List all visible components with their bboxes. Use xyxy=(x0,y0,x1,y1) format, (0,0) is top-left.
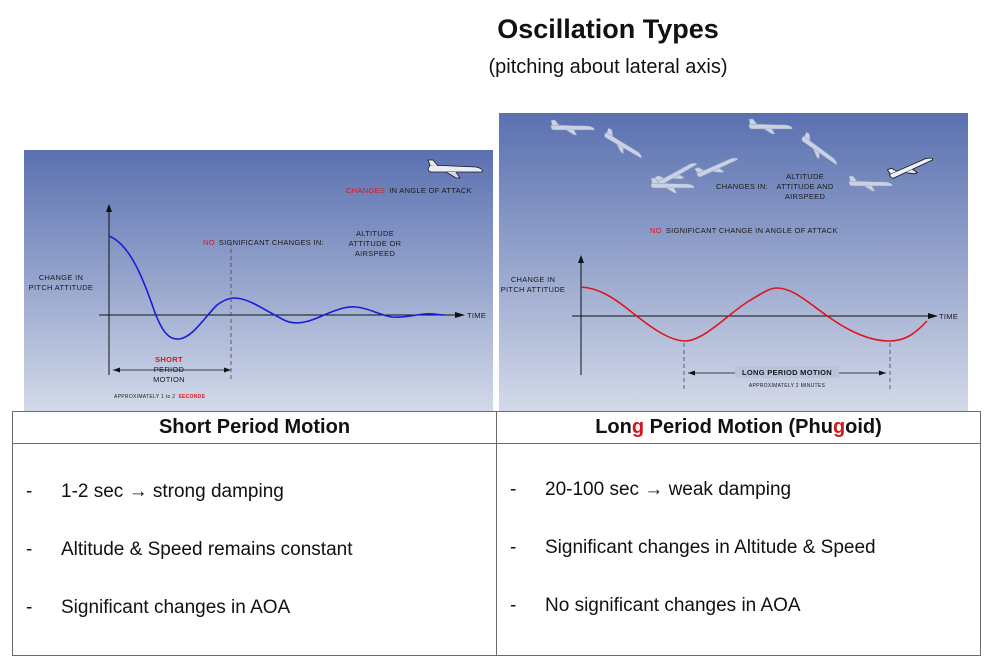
no-change-note: NO SIGNIFICANT CHANGES IN: xyxy=(203,238,324,247)
list-item: - Significant changes in Altitude & Speed xyxy=(510,537,876,558)
short-period-curve xyxy=(108,235,445,340)
motion-label: SHORT xyxy=(155,355,183,364)
comparison-table: Short Period Motion Long Period Motion (… xyxy=(12,411,981,656)
long-period-curve xyxy=(580,286,928,342)
page-subtitle: (pitching about lateral axis) xyxy=(488,56,728,78)
duration-note: APPROXIMATELY 2 MINUTES xyxy=(749,383,826,389)
list-item: - Altitude & Speed remains constant xyxy=(26,539,353,560)
y-axis-arrow xyxy=(106,204,112,212)
long-period-heading: Long Period Motion (Phugoid) xyxy=(496,411,981,444)
short-period-cell: -1-2 sec → strong damping - Altitude & Sp… xyxy=(12,443,497,656)
y-axis-label: CHANGE IN xyxy=(511,275,555,284)
changes-item: ATTITUDE AND xyxy=(776,182,833,191)
list-item: -20-100 sec → weak damping xyxy=(510,479,792,500)
motion-label: MOTION xyxy=(153,375,185,384)
no-change-item: AIRSPEED xyxy=(355,249,396,258)
motion-label: LONG PERIOD MOTION xyxy=(742,368,832,377)
arrow-head xyxy=(879,370,886,376)
y-axis-label: CHANGE IN xyxy=(39,273,83,282)
list-item: - Significant changes in AOA xyxy=(26,597,291,618)
motion-label: PERIOD xyxy=(154,365,185,374)
arrow-head xyxy=(688,370,695,376)
short-period-list: -1-2 sec → strong damping - Altitude & Sp… xyxy=(13,444,496,655)
panel-background xyxy=(24,150,493,412)
long-period-svg: CHANGES IN: ALTITUDE ATTITUDE AND AIRSPE… xyxy=(499,113,968,412)
changes-item: ALTITUDE xyxy=(786,172,824,181)
no-change-item: ATTITUDE OR xyxy=(349,239,402,248)
x-axis-arrow xyxy=(928,313,938,319)
page-title: Oscillation Types xyxy=(497,14,719,44)
table-body-row: -1-2 sec → strong damping - Altitude & Sp… xyxy=(12,443,981,656)
changes-label: CHANGES IN: xyxy=(716,182,768,191)
no-change-item: ALTITUDE xyxy=(356,229,394,238)
aoa-note: CHANGES IN ANGLE OF ATTACK xyxy=(346,186,472,195)
changes-item: AIRSPEED xyxy=(785,192,826,201)
arrow-head xyxy=(113,367,120,373)
short-period-svg: CHANGES IN ANGLE OF ATTACK NO SIGNIFICANT … xyxy=(24,150,493,412)
airplane-icon xyxy=(886,157,933,179)
airplane-icon xyxy=(427,159,483,179)
x-axis-label: TIME xyxy=(939,312,958,321)
list-item: - No significant changes in AOA xyxy=(510,595,801,616)
duration-note: APPROXIMATELY 1 to 2 SECONDS xyxy=(114,394,206,400)
y-axis-arrow xyxy=(578,255,584,263)
long-period-cell: -20-100 sec → weak damping - Significant … xyxy=(496,443,981,656)
table-header-row: Short Period Motion Long Period Motion (… xyxy=(12,411,981,444)
no-change-note: NO SIGNIFICANT CHANGE IN ANGLE OF ATTACK xyxy=(650,226,838,235)
long-period-diagram: CHANGES IN: ALTITUDE ATTITUDE AND AIRSPE… xyxy=(499,113,968,412)
x-axis-label: TIME xyxy=(467,311,486,320)
panel-background xyxy=(499,113,968,412)
x-axis-arrow xyxy=(455,312,465,318)
arrow-head xyxy=(224,367,231,373)
y-axis-label: PITCH ATTITUDE xyxy=(29,283,93,292)
long-period-list: -20-100 sec → weak damping - Significant … xyxy=(497,444,980,653)
y-axis-label: PITCH ATTITUDE xyxy=(501,285,565,294)
short-period-diagram: CHANGES IN ANGLE OF ATTACK NO SIGNIFICANT … xyxy=(24,150,493,412)
label-background xyxy=(735,366,839,378)
short-period-heading: Short Period Motion xyxy=(12,411,497,444)
list-item: -1-2 sec → strong damping xyxy=(26,481,284,502)
